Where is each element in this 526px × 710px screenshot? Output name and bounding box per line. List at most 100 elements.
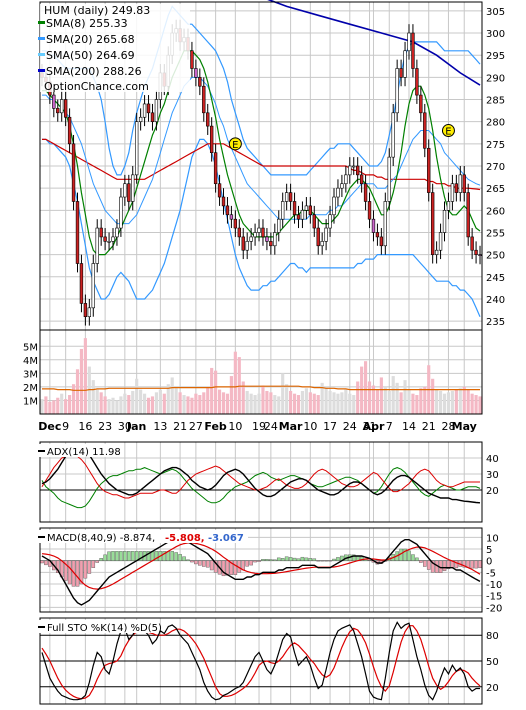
- macd-histogram-bar: [170, 551, 174, 561]
- volume-bar: [387, 390, 391, 414]
- price-legend: HUM (daily) 249.83 SMA(8) 255.33 SMA(20)…: [38, 4, 190, 93]
- volume-bar: [64, 399, 68, 414]
- volume-bar: [407, 389, 411, 414]
- candle-body: [233, 218, 238, 229]
- sto-legend-swatch: [38, 626, 45, 628]
- volume-bar: [68, 395, 72, 414]
- macd-histogram-bar: [229, 560, 234, 575]
- sma8-line: [42, 50, 481, 256]
- adx-legend: ADX(14) 11.98: [38, 444, 121, 458]
- macd-histogram-bar: [411, 554, 415, 561]
- candle-body: [427, 147, 431, 193]
- candle-body: [399, 68, 403, 78]
- volume-bar: [103, 396, 107, 414]
- macd-histogram-bar: [320, 560, 324, 562]
- candle-body: [237, 227, 241, 238]
- candle-body: [67, 116, 72, 145]
- candle-body: [379, 236, 384, 247]
- candle-body: [375, 232, 380, 238]
- volume-bar: [411, 393, 415, 414]
- watermark: OptionChance.com: [44, 80, 149, 93]
- macd-tick-label: -15: [486, 592, 502, 603]
- price-tick-label: 270: [486, 162, 505, 173]
- date-axis-label: Feb: [204, 420, 227, 433]
- macd-histogram-bar: [87, 560, 92, 574]
- candle-body: [127, 183, 131, 202]
- macd-frame: [39, 527, 483, 613]
- adx-frame: [39, 441, 483, 523]
- volume-bar: [300, 390, 305, 414]
- volume-bar: [115, 400, 119, 414]
- candle-body: [265, 236, 269, 242]
- macd-histogram-bar: [276, 557, 281, 561]
- volume-bar: [308, 392, 312, 414]
- macd-histogram-bar: [44, 560, 48, 566]
- macd-histogram-bar: [115, 551, 119, 561]
- earnings-marker: [441, 124, 455, 138]
- candle-body: [395, 68, 399, 114]
- candle-body: [119, 196, 123, 229]
- candle-body: [241, 236, 245, 251]
- candle-body: [123, 183, 127, 198]
- volume-bar: [87, 366, 91, 414]
- bollinger-upper-line: [42, 5, 481, 176]
- macd-histogram-bar: [367, 560, 372, 561]
- volume-bar: [210, 367, 214, 414]
- volume-bar: [446, 392, 451, 414]
- volume-bar: [146, 397, 151, 414]
- macd-histogram-bar: [127, 551, 131, 561]
- volume-bar: [466, 389, 470, 414]
- volume-bar: [312, 393, 316, 414]
- candle-body: [273, 232, 277, 247]
- volume-bar: [458, 388, 462, 414]
- volume-bar: [399, 392, 403, 414]
- volume-bar: [253, 395, 257, 414]
- macd-histogram-bar: [454, 560, 459, 569]
- macd-histogram-bar: [430, 560, 435, 573]
- volume-bar: [150, 396, 155, 414]
- candle-body: [446, 201, 451, 211]
- volume-average-line: [42, 385, 480, 391]
- macd-histogram-bar: [265, 559, 269, 561]
- date-axis-label: May: [452, 420, 477, 433]
- legend-sma8: SMA(8) 255.33: [46, 17, 128, 30]
- volume-bar: [265, 390, 269, 414]
- date-axis-label: Mar: [279, 420, 303, 433]
- adx-line: [41, 444, 481, 504]
- candle-body: [63, 99, 68, 118]
- sto-legend: Full STO %K(14) %D(5): [38, 620, 162, 634]
- candle-body: [470, 236, 474, 251]
- macd-histogram-bar: [198, 560, 202, 566]
- price-tick-label: 250: [486, 251, 505, 262]
- candle-body: [324, 227, 328, 242]
- adx-tick-label: 30: [486, 470, 499, 481]
- macd-histogram-bar: [273, 559, 277, 561]
- volume-bar: [202, 392, 206, 414]
- macd-histogram-bar: [312, 558, 317, 561]
- sto-k-line: [41, 621, 480, 701]
- candle-body: [91, 263, 95, 309]
- candle-body: [320, 241, 324, 247]
- volume-bar: [261, 385, 265, 414]
- candle-body: [434, 249, 439, 255]
- candle-body: [304, 205, 309, 211]
- candle-body: [288, 192, 293, 202]
- candle-body: [135, 121, 139, 176]
- volume-bar: [371, 385, 376, 414]
- volume-tick-label: 4M: [23, 356, 38, 367]
- volume-bar: [119, 396, 123, 414]
- date-axis-label: Jan: [126, 420, 146, 433]
- macd-histogram-bar: [336, 557, 340, 561]
- candle-body: [213, 152, 218, 185]
- candle-body: [198, 77, 202, 87]
- volume-bar: [99, 392, 103, 414]
- macd-histogram-bar: [332, 558, 336, 561]
- macd-histogram-bar: [403, 548, 407, 561]
- macd-tick-label: 10: [486, 533, 499, 544]
- macd-histogram-bar: [178, 554, 182, 561]
- sto-d-line: [41, 625, 481, 700]
- candle-body: [217, 183, 222, 198]
- volume-bar: [304, 388, 308, 414]
- volume-bar: [60, 393, 64, 414]
- volume-bar: [383, 386, 387, 414]
